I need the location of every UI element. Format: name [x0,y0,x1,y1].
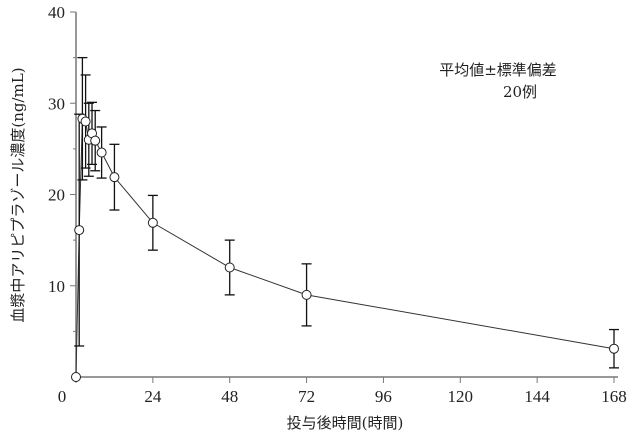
data-point [609,343,619,354]
data-point [147,217,158,228]
data-point [90,135,101,146]
x-tick-label: 72 [298,387,315,406]
x-tick-label: 96 [375,387,392,406]
x-tick-label: 0 [58,387,67,406]
data-point [74,225,85,236]
series-line [75,117,615,378]
x-tick-label: 144 [524,387,550,406]
legend-line-2: 20例 [503,83,537,101]
x-tick-label: 120 [448,387,474,406]
plot-area [71,56,619,382]
x-tick-label: 48 [221,387,238,406]
data-point [96,147,107,158]
ticks: 0 24 48 72 96 120 144 168 10 20 30 40 [48,3,627,406]
data-point [80,116,91,127]
x-axis-label: 投与後時間(時間) [287,414,404,432]
legend-line-1: 平均値±標準偏差 [439,61,557,79]
y-tick-label: 30 [48,94,65,113]
y-tick-label: 40 [48,3,65,22]
x-tick-label: 24 [144,387,162,406]
y-tick-label: 10 [48,277,65,296]
y-axis-label: 血漿中アリピプラゾール濃度(ng/mL) [9,67,27,322]
x-tick-label: 168 [601,387,627,406]
data-point [109,172,120,183]
data-point [71,372,81,382]
data-point [301,289,312,300]
data-point [224,262,235,273]
y-tick-label: 20 [48,186,65,205]
